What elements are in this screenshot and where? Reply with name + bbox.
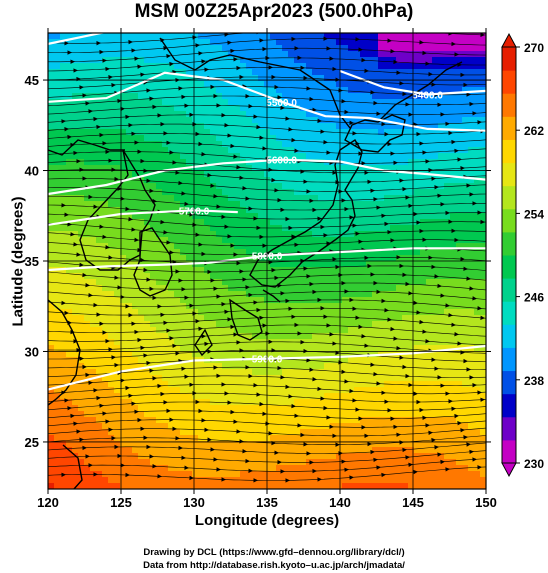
contour-line [339,69,486,96]
contour-line [48,247,486,272]
colorbar-segment [502,139,516,164]
colorbar-max-arrow [501,32,517,48]
graticule [48,33,486,489]
colorbar-frame [501,46,517,464]
x-axis: 120 125 130 135 140 145 150 [37,28,497,510]
x-tick-label: 140 [329,495,351,510]
colorbar-segment [502,162,516,187]
contour-line [48,209,238,226]
colorbar-tick-label: 238 [524,374,544,388]
colorbar-segment [502,301,516,325]
x-tick-label: 135 [256,495,278,510]
contour-label: 5500.0 [266,98,297,109]
colorbar-min-arrow [501,462,517,478]
colorbar-segment [502,347,516,372]
y-tick-label: 30 [25,344,39,359]
colorbar-tick-label: 254 [524,207,544,221]
plot-title: MSM 00Z25Apr2023 (500.0hPa) [134,1,414,22]
contour-label: 5600.0 [266,156,297,167]
contour-line [48,33,107,45]
colorbar-segment [502,255,516,279]
colorbar-segment [502,370,516,395]
colorbar-segment [502,278,516,302]
colorbar-segment [502,47,516,71]
colorbar-tick-label: 246 [524,291,544,305]
colorbar-segment [502,393,516,418]
y-axis: 25 30 35 40 45 [25,73,491,450]
credit-data: Data from http://database.rish.kyoto–u.a… [143,560,405,571]
colorbar-segment [502,116,516,140]
x-tick-label: 125 [110,495,132,510]
x-tick-label: 120 [37,495,59,510]
y-tick-label: 35 [25,254,39,269]
y-tick-label: 40 [25,164,39,179]
contour-line [48,71,486,132]
colorbar-tick-label: 270 [524,41,544,55]
colorbar-segment [502,231,516,256]
contour-label: 5400.0 [412,91,443,102]
colorbar-segment [502,208,516,233]
y-axis-label: Latitude (degrees) [9,196,27,327]
colorbar-tick-label: 230 [524,457,544,471]
colorbar-segment [502,93,516,117]
colorbar-segment [502,70,516,94]
colorbar: 230 238 246 254 262 270 [501,32,544,478]
colorbar-tick-label: 262 [524,124,544,138]
x-tick-label: 130 [183,495,205,510]
colorbar-segment [502,324,516,348]
x-tick-label: 145 [402,495,424,510]
y-tick-label: 45 [25,73,39,88]
colorbar-segment [502,439,516,464]
x-tick-label: 150 [475,495,497,510]
credit-drawing: Drawing by DCL (https://www.gfd–dennou.o… [143,547,405,558]
colorbar-segment [502,416,516,441]
colorbar-segment [502,185,516,210]
x-axis-label: Longitude (degrees) [194,512,340,529]
y-tick-label: 25 [25,435,39,450]
